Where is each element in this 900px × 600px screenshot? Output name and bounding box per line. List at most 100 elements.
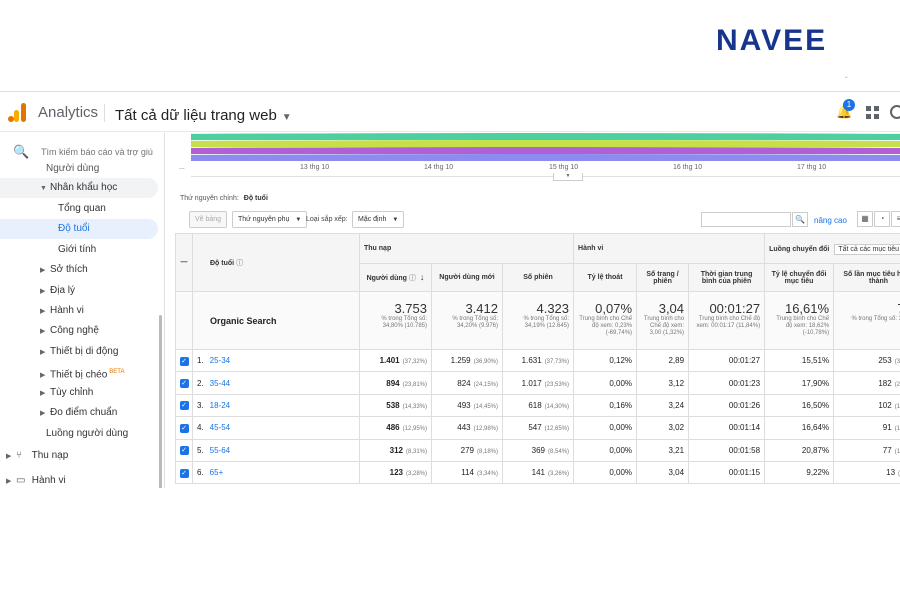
checkbox-checked-icon[interactable]: ✓ [179, 379, 189, 389]
cell-pages: 3,12 [636, 371, 690, 395]
row-age-link[interactable]: 55-64 [209, 445, 231, 455]
cell-duration: 00:01:15 [688, 460, 766, 485]
row-age-link[interactable]: 18-24 [209, 400, 231, 410]
help-icon[interactable] [890, 105, 900, 119]
totals-label: Organic Search [192, 291, 360, 350]
total-cell: 3.753% trong Tổng số: 34,80% (10.785) [359, 291, 432, 350]
cell-sessions: 547 (12,65%) [501, 416, 575, 440]
new-users-pct: (3,34%) [476, 471, 498, 478]
row-age-link[interactable]: 25-34 [209, 356, 231, 366]
chart-collapse-handle[interactable]: ▼ [553, 173, 583, 181]
checkbox-checked-icon[interactable]: ✓ [179, 423, 189, 433]
row-checkbox[interactable]: ✓ [175, 438, 193, 462]
sidebar-item-overview[interactable]: Tổng quan [58, 203, 106, 214]
table-row[interactable]: ✓ 2. 35-44 894 (23,81%) 824 (24,15%) 1.017 (23,5… [175, 371, 900, 395]
cell-new-users: 114 (3,34%) [431, 460, 503, 485]
table-view-icon[interactable]: ▦ [857, 211, 873, 227]
row-checkbox[interactable]: ✓ [175, 460, 193, 485]
search-input[interactable]: Tìm kiếm báo cáo và trợ giú [41, 147, 153, 157]
cell-users: 123 (3,28%) [359, 460, 432, 485]
table-row[interactable]: ✓ 3. 18-24 538 (14,33%) 493 (14,45%) 618 (14,30%… [175, 393, 900, 418]
sidebar-item-custom[interactable]: ▶ Tùy chỉnh [0, 383, 158, 403]
row-index: 1. [197, 356, 204, 366]
dimension-header[interactable]: Độ tuổi ⓘ [192, 233, 360, 292]
apps-grid-icon[interactable] [866, 106, 879, 119]
table-search-input[interactable] [701, 212, 791, 227]
col-goal-completions-label: Số lần mục tiêu hoàn thành [843, 270, 900, 285]
sidebar-item-geo[interactable]: ▶ Địa lý [0, 281, 158, 301]
checkbox-checked-icon[interactable]: ✓ [179, 356, 189, 366]
row-checkbox[interactable]: ✓ [175, 371, 193, 395]
sidebar-item-interests[interactable]: ▶ Sở thích [0, 260, 158, 280]
col-pages[interactable]: Số trang / phiên [636, 263, 690, 292]
x-tick-label: 17 thg 10 [797, 164, 827, 171]
chart-x-axis: ... 13 thg 10 14 thg 10 15 thg 10 16 thg… [179, 161, 900, 177]
primary-dimension-value[interactable]: Độ tuổi [243, 195, 268, 202]
sort-desc-icon[interactable]: ↓ [419, 272, 425, 282]
list-view-icon[interactable]: ≡ [891, 211, 900, 227]
col-new-users[interactable]: Người dùng mới [431, 263, 503, 292]
sidebar-item-benchmarking[interactable]: ▶ Đo điểm chuẩn [0, 403, 158, 423]
report-main: ... 13 thg 10 14 thg 10 15 thg 10 16 thg… [175, 133, 900, 488]
help-tooltip-icon[interactable]: ⓘ [408, 275, 416, 282]
row-checkbox[interactable]: ✓ [175, 416, 193, 440]
sidebar-item-technology[interactable]: ▶ Công nghệ [0, 321, 158, 341]
sidebar-item-label: Địa lý [50, 285, 76, 296]
sidebar-item-users-flow[interactable]: Luồng người dùng [46, 428, 129, 439]
sidebar-item-users[interactable]: Người dùng [46, 163, 100, 174]
sidebar-item-cross-device[interactable]: ▶ Thiết bị chéo BETA [0, 362, 158, 382]
table-row[interactable]: ✓ 5. 55-64 312 (8,31%) 279 (8,18%) 369 (8,54%) 0,… [175, 438, 900, 462]
checkbox-checked-icon[interactable]: ✓ [179, 401, 189, 411]
behavior-group-header: Hành vi [573, 233, 766, 264]
sidebar-item-age[interactable]: Độ tuổi [0, 219, 158, 239]
secondary-dimension-dropdown[interactable]: Thứ nguyên phụ ▼ [232, 211, 308, 228]
sidebar-item-label: Sở thích [50, 264, 88, 275]
sidebar-scrollbar[interactable] [159, 315, 162, 488]
table-row[interactable]: ✓ 1. 25-34 1.401 (37,32%) 1.259 (36,90%) 1.631(… [175, 348, 900, 373]
col-sessions-label: Số phiên [523, 274, 553, 281]
property-selector[interactable]: Tất cả dữ liệu trang web ▼ [115, 107, 292, 124]
row-age-link[interactable]: 45-54 [209, 423, 231, 433]
goal-select-dropdown[interactable]: Tất cả các mục tiêu ▾ [834, 243, 900, 255]
users-value: 123 [389, 468, 403, 478]
pie-view-icon[interactable]: ◔ [874, 211, 890, 227]
total-cell: 0,07% Trung bình cho Chế độ xem: 0,23% (-… [573, 291, 638, 350]
advanced-filter-link[interactable]: nâng cao [814, 216, 847, 225]
behavior-icon: ▭ [16, 475, 26, 486]
table-row[interactable]: ✓ 4. 45-54 486 (12,95%) 443 (12,98%) 547 (12,65%… [175, 416, 900, 440]
sidebar-item-gender[interactable]: Giới tính [58, 244, 97, 255]
table-search-button[interactable]: 🔍 [792, 212, 808, 227]
plot-rows-button[interactable]: Vẽ bảng [189, 211, 228, 228]
collapse-column[interactable]: — [175, 233, 193, 292]
new-users-pct: (14,45%) [473, 403, 498, 410]
col-conv-rate[interactable]: Tỷ lệ chuyển đổi mục tiêu [764, 263, 835, 292]
row-index: 4. [197, 423, 204, 433]
table-row[interactable]: ✓ 6. 65+ 123 (3,28%) 114 (3,34%) 141 (3,26%) 0,00… [175, 460, 900, 485]
app-name[interactable]: Analytics [38, 104, 99, 121]
analytics-logo-icon[interactable] [8, 102, 28, 122]
row-checkbox[interactable]: ✓ [175, 393, 193, 418]
row-age-link[interactable]: 65+ [209, 468, 224, 478]
total-sub: Trung bình cho Chế độ xem: 00:01:17 (11,… [696, 316, 761, 329]
col-sessions[interactable]: Số phiên [501, 263, 575, 292]
sidebar-item-demographics[interactable]: ▼ Nhân khẩu học [0, 178, 158, 198]
sidebar-item-behavior[interactable]: ▶ Hành vi [0, 301, 158, 321]
col-duration[interactable]: Thời gian trung bình của phiên [688, 263, 766, 292]
row-age-link[interactable]: 35-44 [209, 378, 231, 388]
cell-conv-rate: 15,51% [764, 348, 835, 373]
sidebar-item-mobile[interactable]: ▶ Thiết bị di động [0, 342, 158, 362]
sort-type-dropdown[interactable]: Mặc định ▼ [352, 211, 405, 228]
col-users[interactable]: Người dùng ⓘ ↓ [359, 263, 432, 292]
checkbox-checked-icon[interactable]: ✓ [179, 446, 189, 456]
row-checkbox[interactable]: ✓ [175, 348, 193, 373]
x-tick-label: 13 thg 10 [300, 164, 330, 171]
col-bounce[interactable]: Tỷ lệ thoát [573, 263, 638, 292]
col-goal-completions[interactable]: Số lần mục tiêu hoàn thành [833, 263, 900, 292]
new-users-value: 824 [457, 378, 471, 388]
report-search[interactable]: 🔍 Tìm kiếm báo cáo và trợ giú [0, 141, 164, 165]
help-tooltip-icon[interactable]: ⓘ [236, 259, 244, 267]
sidebar-item-behavior-section[interactable]: ▶ ▭ Hành vi [0, 471, 158, 488]
cell-duration: 00:01:58 [688, 438, 766, 462]
sidebar-item-acquisition[interactable]: ▶ ⑂ Thu nạp [0, 446, 158, 466]
checkbox-checked-icon[interactable]: ✓ [179, 468, 189, 478]
